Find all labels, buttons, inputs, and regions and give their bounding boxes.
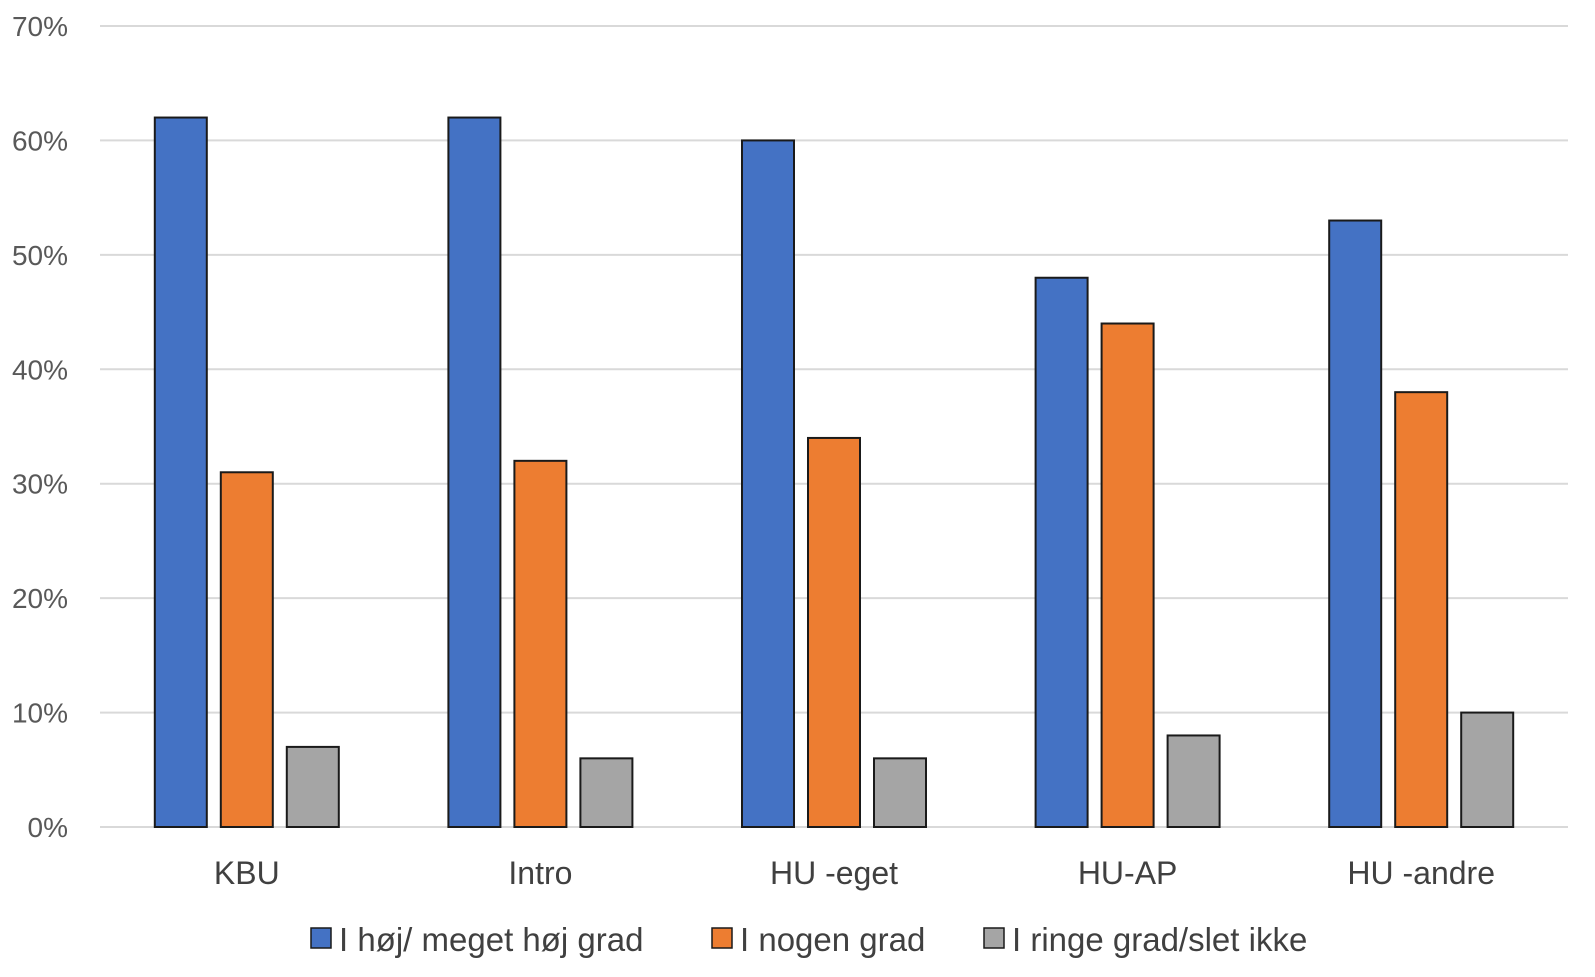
y-tick-label-70: 70% [12, 11, 68, 42]
bar-hu-eget-series-3 [873, 757, 927, 828]
y-axis-tick-labels: 0% 10% 20% 30% 40% 50% 60% 70% [12, 11, 68, 843]
bar-hu-andre-series-2 [1394, 391, 1449, 828]
x-category-label: HU -andre [1347, 855, 1495, 891]
legend-label-2: I nogen grad [740, 921, 925, 958]
y-tick-label-30: 30% [12, 469, 68, 500]
bar-kbu-series-1 [153, 116, 208, 829]
legend-swatch-1 [310, 927, 332, 949]
y-tick-label-40: 40% [12, 354, 68, 385]
x-category-label: Intro [508, 855, 572, 891]
bar-hu-andre-series-1 [1328, 219, 1383, 828]
bar-hu-andre-series-3 [1460, 711, 1515, 828]
y-tick-label-60: 60% [12, 125, 68, 156]
bars [153, 116, 1515, 829]
y-tick-label-0: 0% [28, 812, 68, 843]
bar-hu-ap-series-2 [1100, 322, 1155, 828]
y-tick-label-20: 20% [12, 583, 68, 614]
x-axis-category-labels: KBU Intro HU -eget HU-AP HU -andre [214, 855, 1495, 891]
bar-intro-series-1 [447, 116, 502, 829]
bar-intro-series-3 [579, 757, 634, 828]
y-tick-label-10: 10% [12, 698, 68, 729]
legend-swatch-3 [983, 927, 1005, 949]
bar-hu-ap-series-3 [1166, 734, 1221, 829]
bar-hu-eget-series-1 [741, 139, 795, 828]
legend-label-3: I ringe grad/slet ikke [1012, 921, 1307, 958]
bar-intro-series-2 [513, 459, 568, 828]
legend-swatch-2 [711, 927, 733, 949]
bar-kbu-series-2 [219, 471, 274, 828]
bar-hu-ap-series-1 [1034, 276, 1089, 828]
x-category-label: HU -eget [770, 855, 898, 891]
y-tick-label-50: 50% [12, 240, 68, 271]
bar-kbu-series-3 [285, 745, 340, 829]
x-category-label: HU-AP [1078, 855, 1178, 891]
x-category-label: KBU [214, 855, 280, 891]
legend: I høj/ meget høj grad I nogen grad I ringe… [310, 921, 1307, 958]
legend-label-1: I høj/ meget høj grad [339, 921, 643, 958]
bar-hu-eget-series-2 [807, 436, 861, 828]
